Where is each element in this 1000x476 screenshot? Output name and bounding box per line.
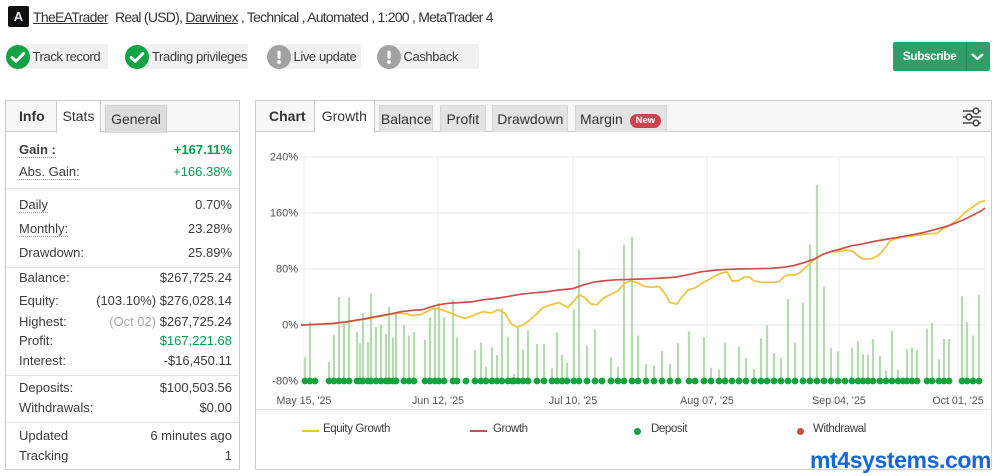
svg-text:240%: 240% [270,152,298,164]
svg-text:Sep 04, '25: Sep 04, '25 [812,395,866,407]
svg-text:May 15, '25: May 15, '25 [277,395,332,407]
svg-text:Oct 01, '25: Oct 01, '25 [932,395,983,407]
svg-text:160%: 160% [270,208,298,220]
svg-text:Aug 07, '25: Aug 07, '25 [680,395,734,407]
svg-text:-80%: -80% [272,376,298,388]
svg-text:0%: 0% [282,320,298,332]
svg-text:80%: 80% [276,264,298,276]
svg-text:Jul 10, '25: Jul 10, '25 [549,395,597,407]
svg-text:Jun 12, '25: Jun 12, '25 [412,395,464,407]
